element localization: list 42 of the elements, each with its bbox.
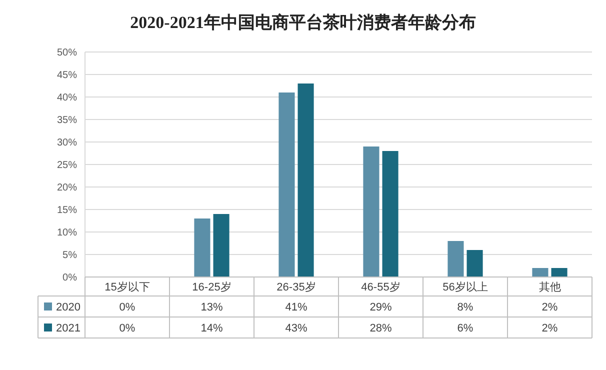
data-label: 2% — [542, 301, 558, 314]
y-tick-label: 15% — [56, 205, 78, 216]
data-label: 28% — [370, 322, 392, 334]
data-label: 0% — [119, 322, 136, 334]
bar — [551, 268, 568, 277]
x-tick-label: 其他 — [538, 280, 561, 294]
bar — [213, 214, 230, 277]
y-tick-label: 35% — [56, 115, 78, 126]
y-tick-label: 25% — [56, 160, 78, 171]
legend-label: 2020 — [56, 301, 80, 314]
legend-label: 2021 — [56, 322, 80, 334]
y-tick-label: 0% — [62, 272, 78, 284]
data-label: 41% — [285, 301, 308, 314]
bar — [278, 92, 295, 277]
bar — [363, 146, 380, 277]
bar — [298, 84, 314, 277]
data-label: 2% — [542, 322, 558, 334]
bar — [448, 241, 464, 277]
x-tick-label: 46-55岁 — [361, 281, 400, 294]
data-label: 6% — [457, 322, 474, 334]
y-tick-label: 40% — [56, 92, 78, 104]
x-tick-label: 26-35岁 — [276, 281, 316, 294]
y-tick-label: 30% — [56, 138, 78, 148]
data-label: 14% — [200, 322, 223, 334]
y-tick-label: 50% — [56, 48, 78, 58]
x-tick-label: 56岁以上 — [442, 280, 488, 294]
bar — [466, 250, 483, 277]
data-label: 0% — [119, 301, 136, 314]
y-tick-label: 45% — [56, 70, 78, 81]
bar — [532, 268, 548, 277]
data-label: 8% — [457, 301, 474, 314]
y-tick-label: 10% — [56, 228, 78, 238]
chart-title: 2020-2021年中国电商平台茶叶消费者年龄分布 — [130, 13, 476, 32]
data-label: 13% — [200, 301, 223, 314]
data-label: 43% — [285, 322, 308, 334]
x-tick-label: 16-25岁 — [192, 281, 232, 294]
x-tick-label: 15岁以下 — [104, 280, 150, 294]
y-tick-label: 5% — [62, 250, 78, 261]
data-label: 29% — [370, 301, 392, 314]
bar — [194, 218, 210, 277]
y-tick-label: 20% — [56, 182, 78, 194]
bar — [382, 151, 398, 277]
